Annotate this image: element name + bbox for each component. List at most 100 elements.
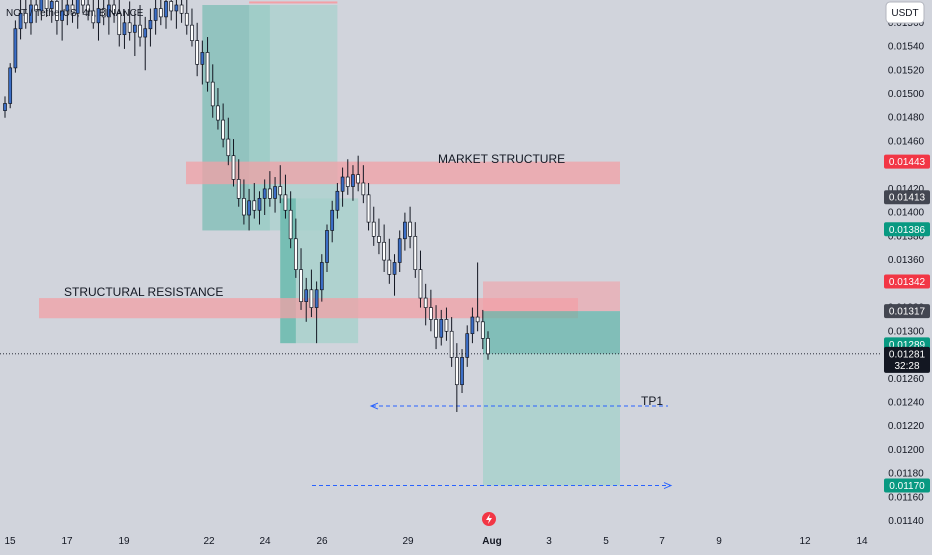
candle: [132, 10, 137, 57]
time-tick-label: Aug: [482, 536, 501, 547]
price-badge-label: 0.01170: [889, 481, 925, 492]
candle-body: [460, 357, 464, 386]
candle-body: [174, 4, 179, 12]
time-tick-label: 17: [61, 536, 73, 547]
candle: [293, 218, 298, 278]
candle-body: [221, 119, 225, 140]
candle-body: [101, 8, 106, 18]
candle: [117, 0, 122, 47]
candle: [143, 16, 148, 71]
candle-body: [91, 10, 96, 24]
candle: [278, 165, 283, 204]
candle-body: [112, 4, 116, 14]
price-badge-label: 0.01317: [889, 307, 926, 318]
candle-body: [486, 338, 490, 355]
candle: [86, 0, 90, 21]
candle: [439, 309, 444, 346]
candle: [184, 0, 189, 35]
time-tick-label: 12: [799, 536, 811, 547]
tp1-arrow-icon: [369, 402, 379, 410]
candle-body: [288, 209, 293, 240]
time-tick-label: 26: [316, 536, 328, 547]
candle-body: [86, 4, 90, 12]
candle: [242, 179, 246, 225]
price-tick-label: 0.01500: [888, 89, 925, 100]
usdt-button-label: USDT: [891, 8, 918, 19]
candle: [91, 0, 96, 29]
candle-body: [257, 198, 262, 211]
candle: [200, 40, 205, 85]
candle: [268, 171, 272, 207]
price-badge-label: 0.01443: [889, 157, 926, 168]
candle: [34, 0, 39, 23]
candle-body: [454, 357, 459, 386]
candle: [49, 0, 54, 23]
lightning-icon[interactable]: [482, 512, 496, 526]
candle: [356, 155, 361, 192]
price-tick-label: 0.01240: [888, 397, 925, 408]
candle: [314, 281, 319, 344]
price-badge: 0.01413: [884, 190, 930, 205]
candle: [449, 317, 454, 367]
candle-body: [195, 40, 200, 65]
candle-body: [475, 316, 480, 323]
time-tick-label: 15: [4, 536, 16, 547]
candle-body: [75, 0, 80, 14]
candle: [210, 64, 215, 118]
candle: [480, 309, 485, 350]
annotations-layer: MARKET STRUCTURE STRUCTURAL RESISTANCE T…: [64, 152, 663, 408]
candle-body: [13, 28, 18, 69]
candle-body: [423, 297, 428, 308]
candle-body: [366, 194, 371, 223]
candle: [60, 0, 64, 41]
final-target-arrow-icon: [663, 482, 673, 489]
candle: [262, 179, 267, 216]
candle-body: [444, 319, 449, 332]
countdown-label: 32:28: [894, 361, 919, 372]
candle-body: [122, 22, 127, 36]
candle-body: [330, 209, 335, 231]
candle-body: [439, 319, 444, 338]
usdt-button[interactable]: USDT: [885, 1, 925, 24]
price-tick-label: 0.01520: [888, 65, 925, 76]
candle-body: [216, 105, 220, 121]
candle-body: [49, 1, 54, 9]
price-tick-label: 0.01180: [888, 469, 924, 480]
market-structure-zone: [186, 161, 620, 185]
candle-body: [117, 12, 122, 36]
candle: [319, 254, 324, 302]
candle-body: [418, 269, 423, 299]
time-tick-label: 7: [659, 536, 665, 547]
candle-body: [8, 67, 13, 104]
candle: [434, 305, 438, 350]
candle: [429, 289, 433, 332]
candle: [273, 177, 277, 213]
candle-body: [299, 269, 303, 302]
candle-body: [278, 186, 283, 196]
candle-body: [96, 8, 101, 24]
candle-body: [247, 200, 251, 216]
candle-body: [252, 200, 257, 211]
candle: [309, 269, 314, 318]
candle-body: [382, 241, 386, 261]
candle: [148, 8, 153, 47]
time-tick-label: 14: [856, 536, 868, 547]
price-tick-label: 0.01400: [888, 208, 925, 219]
candle: [283, 174, 288, 219]
candle: [257, 191, 262, 225]
candle-body: [309, 289, 314, 308]
candle: [377, 218, 381, 255]
candle-body: [268, 188, 272, 199]
lines-layer: [0, 353, 880, 489]
candle-body: [371, 221, 376, 237]
candle-body: [23, 12, 28, 24]
candle: [288, 191, 293, 249]
price-badge: 0.01317: [884, 304, 930, 319]
candle-body: [392, 262, 397, 275]
candle: [460, 349, 464, 393]
candle-body: [273, 186, 277, 199]
zones-layer: [39, 1, 620, 486]
candle: [351, 165, 355, 201]
